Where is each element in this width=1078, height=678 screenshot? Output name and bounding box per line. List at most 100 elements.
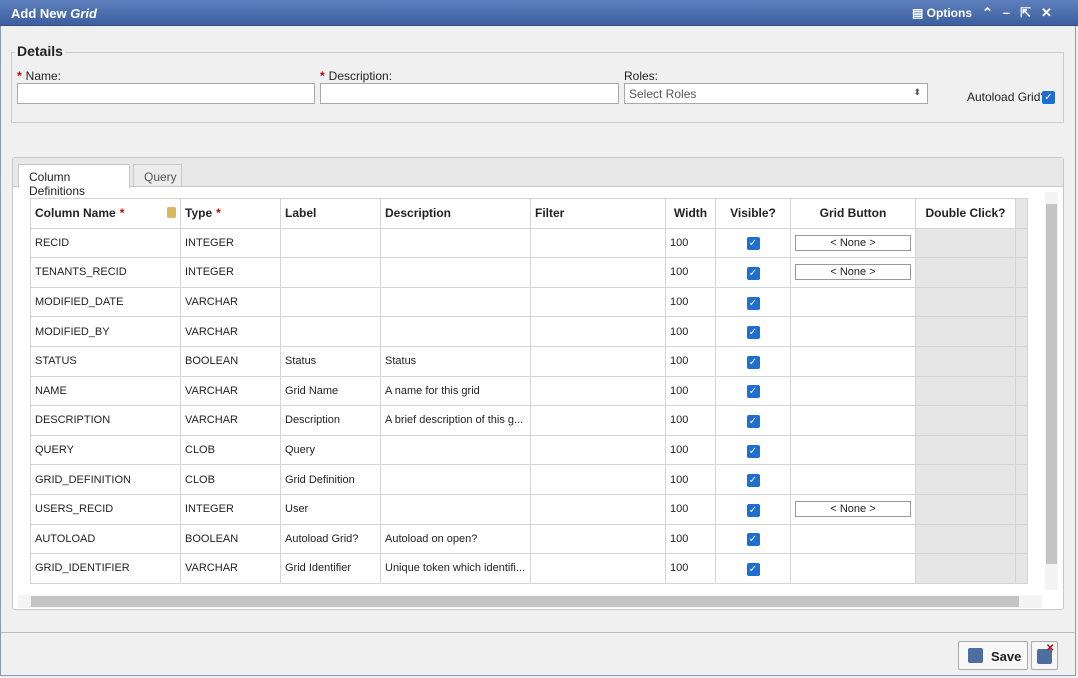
- grid-cell: ✓: [715, 316, 791, 347]
- grid-cell: GRID_DEFINITION: [30, 464, 181, 495]
- grid-cell: VARCHAR: [180, 286, 281, 318]
- header-text: Filter: [535, 206, 565, 221]
- grid-cell: [380, 434, 531, 466]
- grid-cell: [530, 375, 666, 407]
- grid-cell: [280, 316, 381, 347]
- grid-cell: STATUS: [30, 345, 181, 377]
- header-text: Label: [285, 206, 317, 221]
- save-close-button[interactable]: ✕: [1031, 641, 1058, 670]
- grid-cell: [530, 553, 666, 584]
- column-header: Type *: [180, 198, 281, 229]
- description: Autoload on open?: [385, 532, 478, 545]
- visible-checkbox[interactable]: ✓: [746, 237, 760, 251]
- grid-cell: Status: [280, 345, 381, 377]
- grid-cell: 100: [665, 434, 716, 466]
- filler-cell: [1015, 345, 1028, 377]
- save-button[interactable]: Save: [958, 641, 1028, 670]
- tab-strip: [13, 158, 1063, 187]
- autoload-checkbox[interactable]: ✓: [1042, 91, 1055, 104]
- visible-checkbox[interactable]: ✓: [746, 474, 760, 488]
- visible-checkbox[interactable]: ✓: [746, 296, 760, 310]
- grid-row: GRID_IDENTIFIER VARCHAR Grid Identifier Uni…: [30, 553, 1028, 584]
- grid-cell: ✓: [715, 493, 791, 525]
- visible-checkbox[interactable]: ✓: [746, 444, 760, 458]
- grid-cell: 100: [665, 257, 716, 288]
- grid-cell: [380, 316, 531, 347]
- grid-cell: [915, 345, 1016, 377]
- title-bar: Add New Grid ▤ Options ⌃–⇱✕: [0, 0, 1078, 26]
- width: 100: [670, 384, 689, 397]
- grid-cell: [915, 227, 1016, 259]
- options-menu[interactable]: ▤ Options: [912, 6, 972, 20]
- header-text: Description: [385, 206, 452, 221]
- description-input[interactable]: [320, 83, 619, 104]
- filler-cell: [1015, 227, 1028, 259]
- grid-cell: INTEGER: [180, 257, 281, 288]
- grid-cell: [790, 434, 916, 466]
- filler-cell: [1015, 464, 1028, 495]
- label: Name:: [25, 69, 62, 83]
- grid-cell: [530, 227, 666, 259]
- grid-button[interactable]: < None >: [795, 264, 911, 281]
- label: Grid Identifier: [285, 562, 352, 575]
- grid-row: GRID_DEFINITION CLOB Grid Definition 100 ✓: [30, 464, 1028, 495]
- grid-cell: [530, 493, 666, 525]
- grid-cell: 100: [665, 553, 716, 584]
- width: 100: [670, 532, 689, 545]
- label: Description: [285, 414, 341, 427]
- width: 100: [670, 444, 689, 457]
- type: INTEGER: [185, 503, 234, 516]
- visible-checkbox[interactable]: ✓: [746, 385, 760, 399]
- grid-cell: [915, 523, 1016, 555]
- grid-cell: [380, 464, 531, 495]
- visible-checkbox[interactable]: ✓: [746, 414, 760, 428]
- label: Description:: [328, 69, 393, 83]
- window-controls[interactable]: ⌃–⇱✕: [982, 5, 1062, 20]
- visible-checkbox[interactable]: ✓: [746, 355, 760, 369]
- placeholder: Select Roles: [629, 87, 697, 101]
- type: INTEGER: [185, 266, 234, 279]
- grid-cell: Autoload Grid?: [280, 523, 381, 555]
- header-text: Double Click?: [925, 206, 1006, 221]
- column-name: NAME: [35, 384, 67, 397]
- grid-cell: BOOLEAN: [180, 345, 281, 377]
- grid-cell: [380, 227, 531, 259]
- roles-select[interactable]: Select Roles ⬍: [624, 83, 928, 104]
- grid-cell: [530, 405, 666, 436]
- visible-checkbox[interactable]: ✓: [746, 503, 760, 517]
- grid-cell: [280, 286, 381, 318]
- details-legend: Details: [15, 43, 65, 59]
- v-scrollbar[interactable]: [1045, 192, 1058, 590]
- grid-cell: [790, 405, 916, 436]
- grid-cell: BOOLEAN: [180, 523, 281, 555]
- type: VARCHAR: [185, 384, 238, 397]
- autoload-label: Autoload Grid?: [967, 90, 1048, 104]
- grid-button[interactable]: < None >: [795, 234, 911, 251]
- grid-button[interactable]: < None >: [795, 501, 911, 518]
- grid-cell: A brief description of this g...: [380, 405, 531, 436]
- visible-checkbox[interactable]: ✓: [746, 533, 760, 547]
- visible-checkbox[interactable]: ✓: [746, 266, 760, 280]
- tab[interactable]: Query: [133, 164, 182, 187]
- grid-cell: Grid Identifier: [280, 553, 381, 584]
- grid-cell: CLOB: [180, 434, 281, 466]
- grid-cell: < None >: [790, 493, 916, 525]
- filler-cell: [1015, 434, 1028, 466]
- h-scrollbar[interactable]: [18, 595, 1042, 608]
- grid-cell: [530, 286, 666, 318]
- width: 100: [670, 355, 689, 368]
- grid-cell: VARCHAR: [180, 405, 281, 436]
- type: BOOLEAN: [185, 532, 239, 545]
- tab-active[interactable]: Column Definitions: [18, 164, 130, 198]
- column-name: QUERY: [35, 444, 74, 457]
- filler-cell: [1015, 405, 1028, 436]
- grid-cell: 100: [665, 464, 716, 495]
- header-text: Type: [185, 206, 213, 221]
- grid-cell: 100: [665, 405, 716, 436]
- grid-row: MODIFIED_DATE VARCHAR 100 ✓: [30, 286, 1028, 318]
- grid-cell: ✓: [715, 464, 791, 495]
- visible-checkbox[interactable]: ✓: [746, 562, 760, 576]
- visible-checkbox[interactable]: ✓: [746, 326, 760, 340]
- grid-cell: [915, 464, 1016, 495]
- name-input[interactable]: [17, 83, 315, 104]
